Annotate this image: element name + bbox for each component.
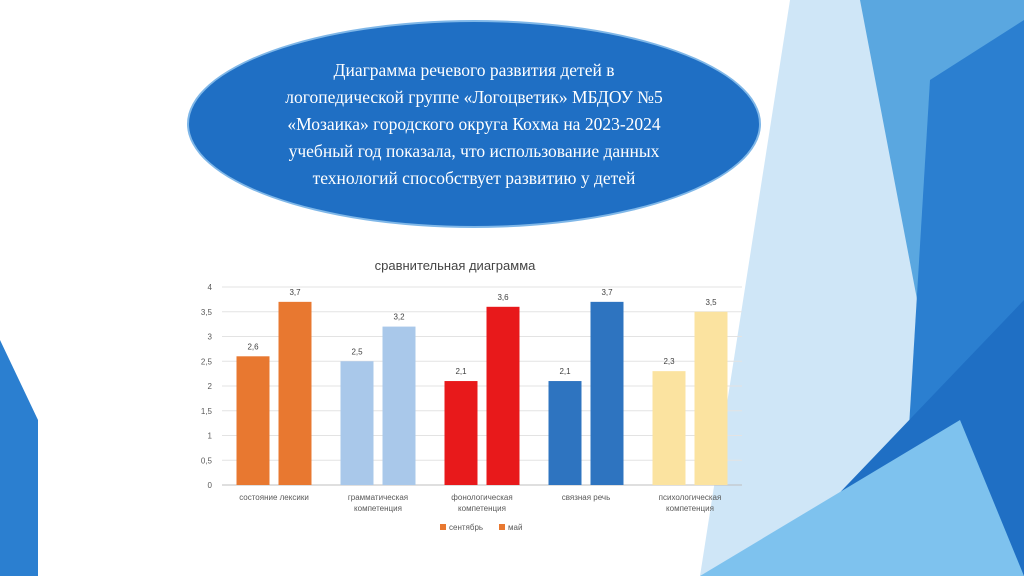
data-label: 2,6 [247, 342, 259, 351]
data-label: 3,6 [497, 293, 509, 302]
y-tick-label: 3 [208, 333, 213, 342]
x-tick-label: компетенция [458, 504, 506, 513]
y-tick-label: 1 [208, 432, 213, 441]
bar-september [236, 356, 270, 485]
legend-label: сентябрь [449, 523, 483, 532]
data-label: 2,3 [663, 357, 675, 366]
y-tick-label: 3,5 [201, 308, 213, 317]
x-tick-label: компетенция [354, 504, 402, 513]
data-label: 3,2 [393, 313, 405, 322]
title-ellipse: Диаграмма речевого развития детей в лого… [187, 20, 761, 228]
data-label: 3,5 [705, 298, 717, 307]
data-label: 2,1 [455, 367, 467, 376]
bar-may [382, 326, 416, 485]
bar-may [278, 301, 312, 485]
bar-may [590, 301, 624, 485]
x-tick-label: состояние лексики [239, 493, 309, 502]
data-label: 2,5 [351, 347, 363, 356]
x-tick-label: фонологическая [451, 493, 512, 502]
y-tick-label: 2 [208, 382, 213, 391]
bar-september [652, 371, 686, 485]
bar-september [444, 381, 478, 485]
legend-swatch [440, 524, 446, 530]
bar-september [340, 361, 374, 485]
y-tick-label: 1,5 [201, 407, 213, 416]
data-label: 3,7 [601, 288, 613, 297]
y-tick-label: 4 [208, 283, 213, 292]
legend-swatch [499, 524, 505, 530]
chart-title: сравнительная диаграмма [374, 258, 536, 273]
legend-label: май [508, 523, 522, 532]
y-tick-label: 0 [208, 481, 213, 490]
bar-may [486, 306, 520, 485]
y-tick-label: 2,5 [201, 357, 213, 366]
data-label: 2,1 [559, 367, 571, 376]
slide-title: Диаграмма речевого развития детей в лого… [285, 59, 663, 188]
y-tick-label: 0,5 [201, 456, 213, 465]
x-tick-label: психологическая [659, 493, 722, 502]
x-tick-label: грамматическая [348, 493, 408, 502]
data-label: 3,7 [289, 288, 301, 297]
bar-may [694, 311, 728, 485]
x-tick-label: связная речь [562, 493, 611, 502]
bar-september [548, 381, 582, 485]
x-tick-label: компетенция [666, 504, 714, 513]
